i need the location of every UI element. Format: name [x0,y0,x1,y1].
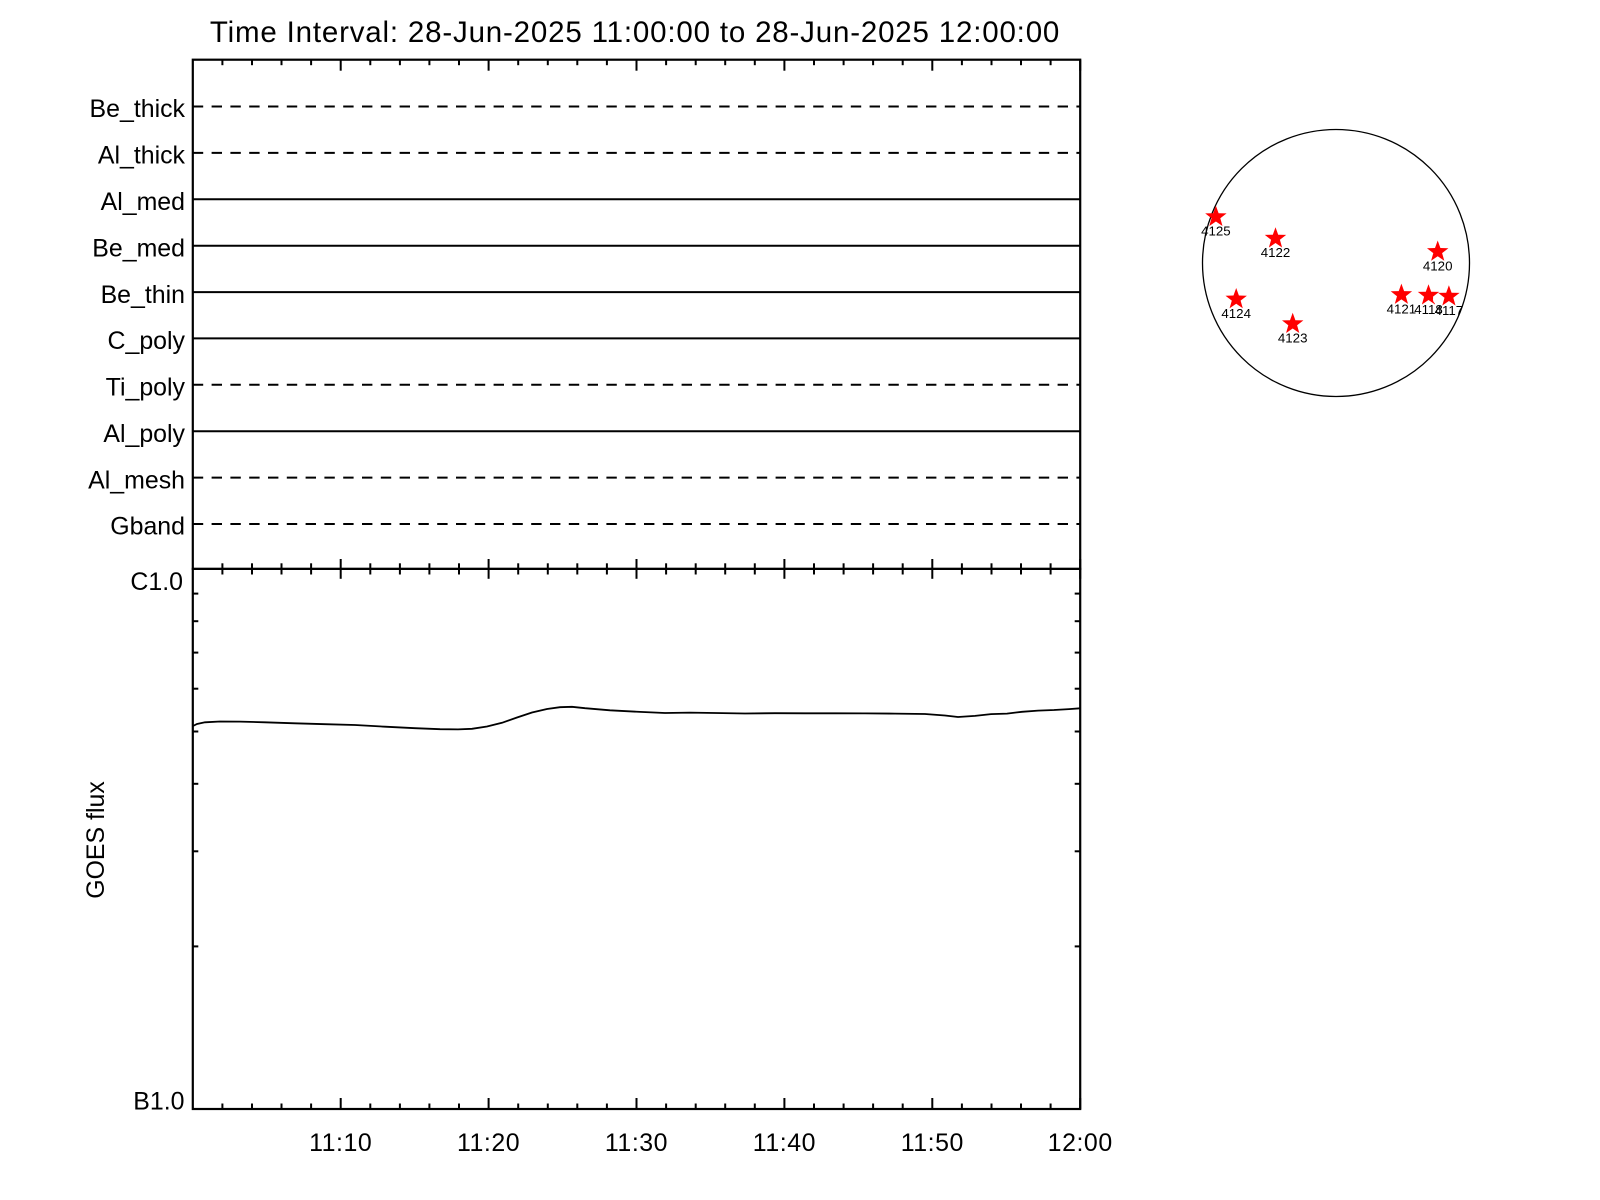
svg-text:12:00: 12:00 [1048,1129,1113,1157]
svg-text:11:20: 11:20 [457,1129,520,1157]
svg-text:11:10: 11:10 [309,1129,372,1157]
svg-text:11:30: 11:30 [605,1129,668,1157]
svg-text:4118: 4118 [1414,302,1443,317]
svg-text:C_poly: C_poly [108,327,186,355]
svg-text:GOES flux: GOES flux [82,781,110,899]
svg-text:B1.0: B1.0 [133,1088,184,1116]
svg-text:Gband: Gband [110,513,185,541]
svg-text:Al_thick: Al_thick [98,142,186,170]
svg-text:Al_poly: Al_poly [103,420,185,448]
svg-text:Be_thick: Be_thick [90,95,186,123]
svg-text:11:40: 11:40 [753,1129,816,1157]
svg-text:Ti_poly: Ti_poly [106,374,186,402]
svg-text:4117: 4117 [1435,303,1464,318]
svg-text:Time Interval: 28-Jun-2025 11:: Time Interval: 28-Jun-2025 11:00:00 to 2… [210,16,1060,49]
svg-text:Be_med: Be_med [92,234,185,262]
svg-text:4122: 4122 [1261,245,1291,260]
svg-text:4121: 4121 [1387,302,1417,317]
svg-text:4120: 4120 [1423,259,1453,274]
svg-text:Al_mesh: Al_mesh [88,466,185,494]
svg-text:Al_med: Al_med [101,188,185,216]
svg-text:11:50: 11:50 [901,1129,964,1157]
svg-text:4124: 4124 [1221,306,1251,321]
svg-text:C1.0: C1.0 [130,568,183,596]
svg-text:Be_thin: Be_thin [101,281,185,309]
svg-text:4123: 4123 [1278,331,1308,346]
svg-text:4125: 4125 [1201,224,1231,239]
